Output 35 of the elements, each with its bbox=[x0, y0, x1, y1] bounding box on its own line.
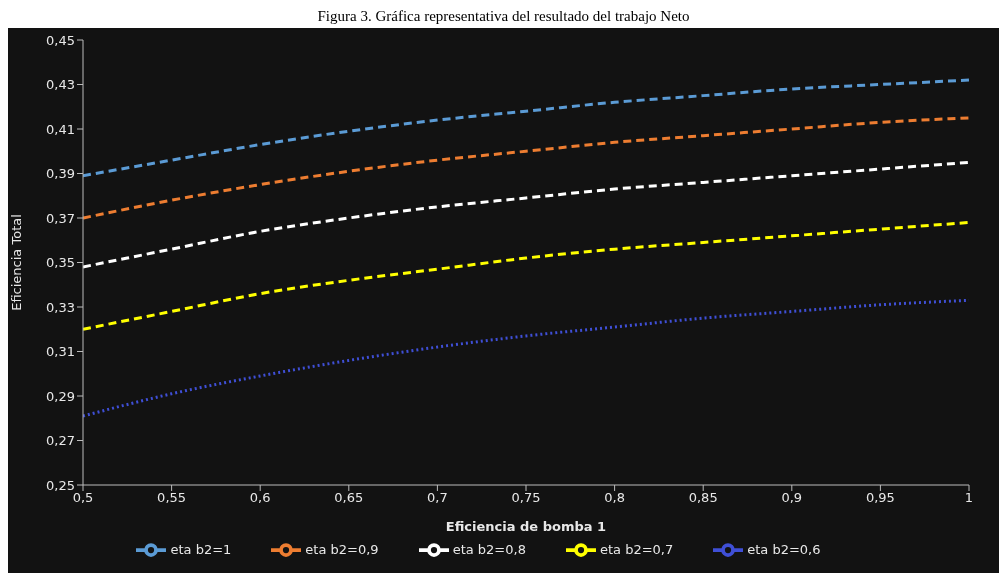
y-tick-label: 0,43 bbox=[46, 77, 75, 93]
line-series bbox=[83, 160, 969, 269]
x-tick-label: 0,65 bbox=[334, 490, 364, 506]
x-tick-label: 0,5 bbox=[72, 490, 94, 506]
line-series bbox=[83, 298, 969, 418]
x-tick-label: 0,8 bbox=[604, 490, 625, 506]
y-tick-label: 0,31 bbox=[46, 344, 75, 360]
x-tick-label: 0,55 bbox=[157, 490, 187, 506]
legend-label: eta b2=0,7 bbox=[599, 541, 674, 557]
y-tick-label: 0,35 bbox=[46, 255, 75, 271]
y-tick-label: 0,37 bbox=[46, 210, 75, 226]
line-series bbox=[83, 220, 969, 331]
x-axis-title: Eficiencia de bomba 1 bbox=[445, 519, 607, 534]
y-tick-label: 0,39 bbox=[46, 166, 75, 182]
y-tick-label: 0,27 bbox=[46, 433, 75, 449]
x-tick-label: 1 bbox=[964, 490, 974, 506]
y-tick-label: 0,33 bbox=[46, 299, 75, 315]
y-tick-label: 0,41 bbox=[46, 121, 75, 137]
legend-label: eta b2=0,6 bbox=[747, 541, 821, 557]
legend-label: eta b2=0,8 bbox=[452, 541, 526, 557]
x-tick-label: 0,6 bbox=[249, 490, 271, 506]
x-tick-label: 0,95 bbox=[865, 490, 895, 506]
line-series bbox=[83, 116, 969, 220]
x-tick-label: 0,7 bbox=[427, 490, 448, 506]
y-tick-label: 0,45 bbox=[46, 32, 75, 48]
legend-label: eta b2=0,9 bbox=[305, 541, 379, 557]
y-tick-label: 0,25 bbox=[46, 477, 75, 493]
legend-label: eta b2=1 bbox=[170, 541, 232, 557]
x-tick-label: 0,75 bbox=[511, 490, 541, 506]
y-axis-title: Eficiencia Total bbox=[8, 214, 24, 311]
x-tick-label: 0,9 bbox=[781, 490, 803, 506]
y-tick-label: 0,29 bbox=[46, 388, 75, 404]
chart-title: Figura 3. Gráfica representativa del resultado del trabajo Neto bbox=[316, 8, 691, 26]
x-tick-label: 0,85 bbox=[688, 490, 718, 506]
line-series bbox=[83, 78, 969, 178]
